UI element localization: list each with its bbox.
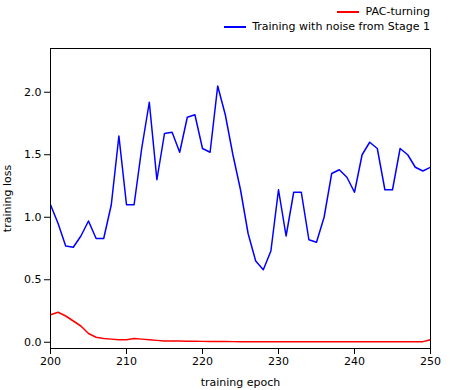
- svg-text:210: 210: [116, 355, 137, 368]
- svg-text:2.0: 2.0: [24, 86, 42, 99]
- svg-text:training epoch: training epoch: [201, 376, 281, 389]
- svg-text:1.5: 1.5: [24, 148, 42, 161]
- svg-text:230: 230: [268, 355, 289, 368]
- svg-text:250: 250: [420, 355, 441, 368]
- svg-text:training loss: training loss: [1, 165, 14, 233]
- html-text:Training with noise from Stage: Training with noise from Stage 1: [252, 20, 430, 33]
- svg-text:220: 220: [192, 355, 213, 368]
- svg-text:1.0: 1.0: [24, 211, 42, 224]
- svg-text:240: 240: [344, 355, 365, 368]
- svg-text:0.0: 0.0: [24, 336, 42, 349]
- svg-text:0.5: 0.5: [24, 273, 42, 286]
- html-text:PAC-turning: PAC-turning: [365, 5, 430, 18]
- svg-text:200: 200: [40, 355, 61, 368]
